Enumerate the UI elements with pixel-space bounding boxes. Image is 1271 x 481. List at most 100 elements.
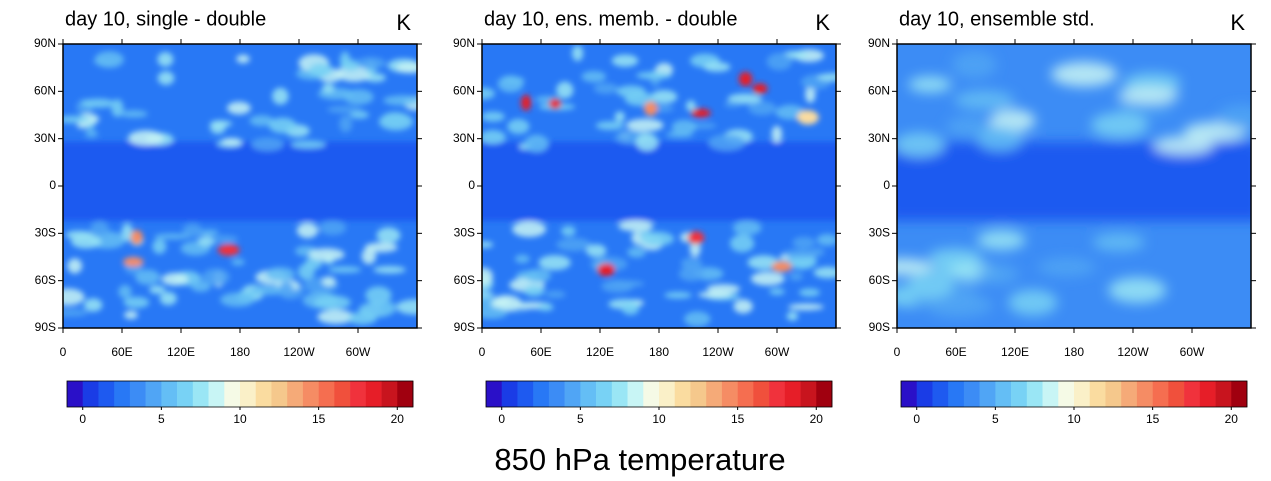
field-blob — [545, 290, 566, 299]
field-blob — [124, 310, 138, 320]
colorbar-swatch — [816, 381, 833, 407]
field-blob — [90, 220, 109, 238]
field-blob — [236, 54, 250, 64]
panel-title: day 10, ensemble std. — [899, 8, 1095, 30]
colorbar-swatch — [643, 381, 660, 407]
y-tick-label: 30S — [35, 226, 56, 240]
x-tick-label: 0 — [479, 345, 486, 359]
colorbar-swatch — [1089, 381, 1106, 407]
field-blob — [706, 284, 741, 294]
field-blob — [507, 118, 530, 135]
field-blob — [482, 130, 506, 145]
field-blob — [614, 111, 625, 123]
colorbar-tick-label: 5 — [158, 412, 165, 426]
y-tick-label: 60N — [453, 84, 475, 98]
x-tick-label: 180 — [649, 345, 669, 359]
field-blob — [708, 134, 746, 151]
field-blob — [732, 220, 762, 236]
colorbar-swatch — [932, 381, 949, 407]
field-blob — [118, 284, 132, 299]
field-blob — [769, 288, 785, 295]
colorbar-tick-label: 10 — [652, 412, 666, 426]
x-tick-label: 120W — [1117, 345, 1149, 359]
field-blob — [121, 223, 133, 242]
field-blob — [272, 87, 289, 105]
x-tick-label: 180 — [230, 345, 250, 359]
colorbar-swatch — [302, 381, 319, 407]
field-blob — [572, 45, 584, 62]
field-blobs — [897, 51, 1251, 318]
field-blob — [123, 296, 150, 309]
field-blob — [897, 132, 945, 158]
field-blob — [268, 117, 297, 134]
field-blob — [365, 286, 392, 304]
field-blob — [733, 299, 753, 314]
field-blob — [537, 303, 554, 312]
colorbar-swatch — [82, 381, 99, 407]
field-blob — [1037, 257, 1096, 277]
field-blobs — [63, 51, 417, 325]
field-blob — [766, 52, 792, 71]
colorbar-swatch — [901, 381, 918, 407]
field-blob — [697, 291, 732, 299]
field-blob — [482, 111, 505, 122]
tropics — [482, 141, 836, 221]
y-tick-label: 30S — [869, 226, 890, 240]
field-blob — [119, 110, 148, 118]
field-blob — [380, 301, 396, 315]
hot-blob — [752, 83, 768, 94]
y-tick-label: 60S — [869, 273, 890, 287]
field-blob — [226, 101, 251, 115]
field-blob — [622, 302, 640, 315]
field-blob — [951, 51, 997, 79]
field-blob — [908, 76, 952, 93]
field-blob — [977, 230, 1026, 251]
y-tick-label: 60S — [454, 273, 475, 287]
field-blob — [63, 115, 90, 124]
colorbar-swatch — [963, 381, 980, 407]
colorbar-swatch — [1231, 381, 1248, 407]
field-blob — [512, 221, 547, 238]
hot-blob — [122, 257, 144, 267]
colorbar-swatch — [674, 381, 691, 407]
field-blob — [279, 280, 294, 298]
colorbar-swatch — [114, 381, 131, 407]
field-blob — [556, 81, 574, 99]
x-tick-label: 120E — [167, 345, 195, 359]
field-blob — [524, 134, 549, 153]
colorbar-swatch — [800, 381, 817, 407]
x-tick-label: 120E — [586, 345, 614, 359]
colorbar-tick-label: 0 — [79, 412, 86, 426]
field-blob — [81, 98, 115, 108]
colorbar-swatch — [753, 381, 770, 407]
colorbar-swatch — [596, 381, 613, 407]
field-blob — [63, 308, 89, 317]
colorbar-tick-label: 5 — [577, 412, 584, 426]
tropics — [897, 141, 1251, 221]
field-blob — [627, 246, 646, 258]
field-blob — [601, 279, 634, 293]
colorbar-swatch — [177, 381, 194, 407]
field-blob — [221, 137, 242, 146]
field-blob — [593, 82, 619, 94]
field-blob — [680, 257, 703, 271]
field-blob — [347, 311, 377, 325]
y-tick-label: 0 — [468, 178, 475, 192]
colorbar-swatch — [1105, 381, 1122, 407]
field-blob — [482, 87, 495, 100]
hot-blob — [738, 71, 753, 87]
colorbar-swatch — [995, 381, 1012, 407]
field-blob — [250, 285, 288, 295]
field-blob — [349, 110, 370, 119]
colorbar-swatch — [1026, 381, 1043, 407]
colorbar-swatch — [979, 381, 996, 407]
field-blob — [977, 263, 1019, 285]
field-blob — [685, 100, 696, 112]
panel-title: day 10, single - double — [65, 8, 266, 30]
field-blob — [251, 137, 284, 152]
panel-title: day 10, ens. memb. - double — [484, 8, 737, 30]
y-tick-label: 90S — [35, 320, 56, 334]
field-blob — [84, 130, 98, 138]
field-blob — [678, 266, 704, 282]
field-blob — [671, 119, 697, 135]
